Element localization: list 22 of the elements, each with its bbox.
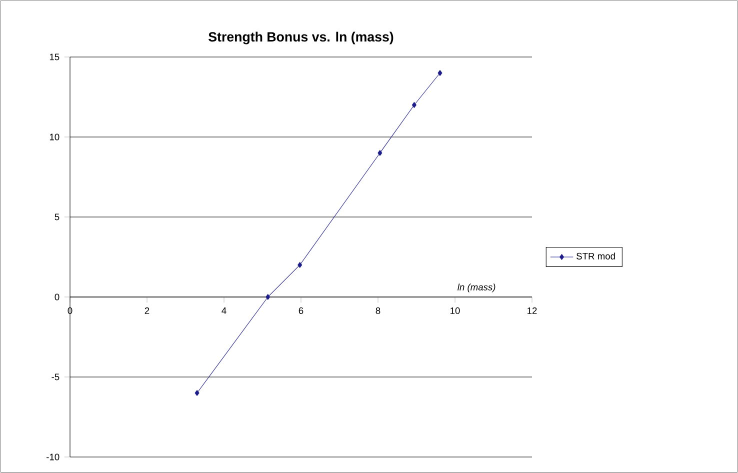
legend-label: STR mod [576, 252, 615, 260]
x-tick-label: 2 [144, 307, 150, 314]
x-tick-label: 4 [222, 307, 226, 314]
y-tick-label: 0 [54, 294, 60, 300]
x-tick-label: 10 [450, 307, 460, 314]
y-tick-label: 10 [50, 134, 60, 140]
point [378, 150, 382, 156]
y-tick-label: 15 [50, 54, 60, 60]
point [412, 102, 416, 108]
point [194, 390, 200, 396]
point [298, 262, 302, 268]
y-tick-label: 5 [54, 214, 60, 220]
x-tick-label: 8 [376, 307, 380, 314]
y-tick-label: -5 [52, 374, 60, 380]
point [266, 294, 270, 300]
x-tick-label: 6 [298, 307, 304, 314]
chart-title: Strength Bonus vs. ln (mass) [208, 32, 394, 44]
x-tick-label: 12 [528, 307, 537, 314]
point [438, 70, 442, 76]
x-tick-label: 0 [68, 307, 72, 314]
x-axis-title: ln (mass) [458, 284, 496, 292]
y-tick-label: -10 [46, 454, 60, 460]
